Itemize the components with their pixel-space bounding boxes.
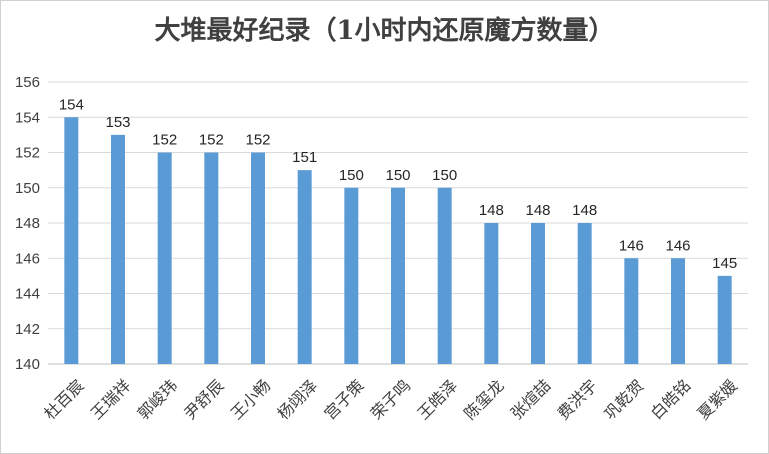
y-axis: 140 142 144 146 148 150 152 154 156: [15, 74, 40, 373]
bar: [717, 275, 732, 364]
y-tick-label: 154: [15, 109, 40, 126]
x-category-label: 王皓泽: [414, 376, 461, 423]
x-category-label: 陈玺龙: [460, 376, 507, 423]
data-label: 150: [385, 167, 410, 184]
y-tick-label: 148: [15, 215, 40, 232]
bar: [111, 134, 125, 364]
data-label: 152: [152, 132, 177, 149]
y-tick-label: 156: [15, 74, 40, 91]
x-category-label: 巩乾贺: [600, 376, 647, 423]
y-tick-label: 140: [15, 356, 40, 373]
data-label: 146: [619, 237, 644, 254]
x-category-label: 王瑞祥: [87, 376, 134, 423]
data-label: 151: [292, 149, 317, 166]
x-category-label: 杨翊泽: [274, 376, 321, 423]
x-category-label: 王小畅: [227, 376, 274, 423]
y-tick-label: 142: [15, 321, 40, 338]
data-label: 152: [199, 132, 224, 149]
bar: [297, 170, 312, 364]
bar: [204, 152, 219, 364]
y-tick-label: 152: [15, 145, 40, 162]
x-category-label: 张煊喆: [507, 376, 554, 423]
data-label: 154: [59, 96, 84, 113]
bar: [484, 223, 499, 364]
chart-title: 大堆最好纪录（1小时内还原魔方数量）: [154, 16, 615, 46]
bar: [391, 187, 405, 364]
bar: [577, 223, 592, 364]
x-axis-labels: 杜百宸 王瑞祥 郭峻玮 尹舒辰 王小畅 杨翊泽 宫子策 荣子鸣 王皓泽 陈玺龙 张煊喆 费洪宇 巩乾贺白…: [40, 376, 741, 423]
x-category-label: 杜百宸: [40, 376, 87, 423]
data-label: 145: [712, 255, 737, 272]
x-category-label: 尹舒辰: [180, 376, 227, 423]
x-category-label: 白皓铭: [647, 376, 694, 423]
data-label: 152: [245, 132, 270, 149]
bar: [344, 187, 359, 364]
bar: [437, 187, 452, 364]
bar: [64, 117, 79, 364]
bar: [531, 223, 545, 364]
x-category-label: 郭峻玮: [134, 376, 181, 423]
data-label: 153: [105, 114, 130, 131]
bars: [64, 117, 732, 364]
data-label: 150: [432, 167, 457, 184]
data-label: 150: [339, 167, 364, 184]
data-label: 148: [572, 202, 597, 219]
data-labels: 154 153 152 152 152 151 150 150 150 148 148 148 146 1…: [59, 96, 737, 272]
bar: [251, 152, 265, 364]
data-label: 148: [525, 202, 550, 219]
x-category-label: 宫子策: [320, 376, 367, 423]
data-label: 148: [479, 202, 504, 219]
y-tick-label: 144: [15, 286, 40, 303]
bar: [671, 258, 685, 364]
bar: [157, 152, 172, 364]
data-label: 146: [665, 237, 690, 254]
y-tick-label: 146: [15, 250, 40, 267]
x-category-label: 夏紫媛: [694, 376, 741, 423]
x-category-label: 费洪宇: [554, 376, 601, 423]
y-tick-label: 150: [15, 180, 40, 197]
x-category-label: 荣子鸣: [367, 376, 414, 423]
bar: [624, 258, 639, 364]
